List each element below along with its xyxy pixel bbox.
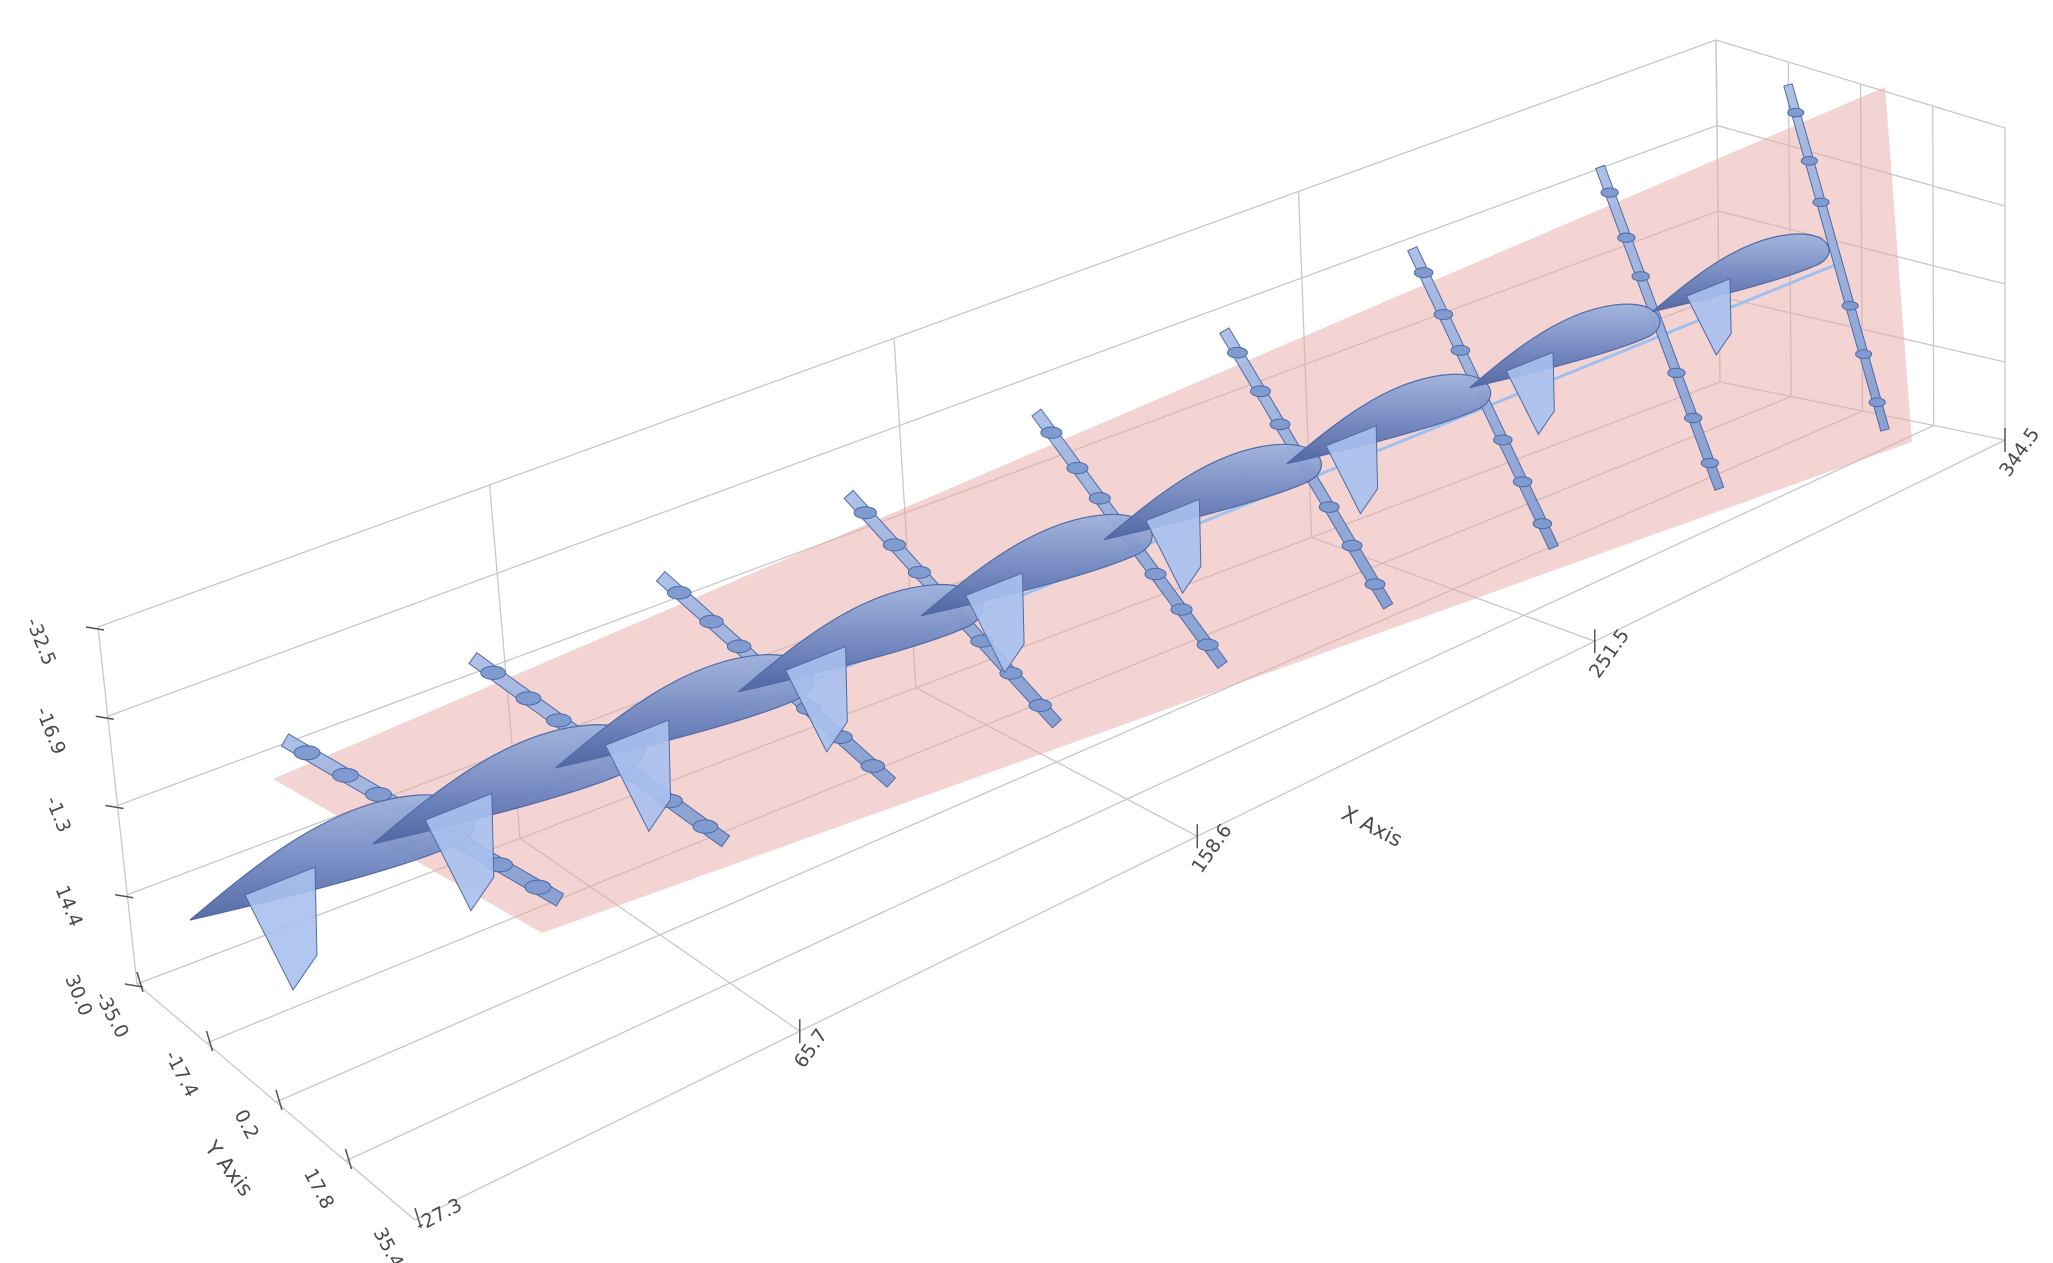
z-tick-label: -32.5 [21, 615, 60, 669]
aircraft [920, 408, 1228, 674]
engine-pod [726, 639, 752, 654]
aircraft [1103, 327, 1394, 610]
aircraft-tail [1685, 278, 1732, 356]
engine-pod [1144, 567, 1167, 581]
engine-pod [1066, 461, 1089, 475]
engine-pod [1170, 603, 1193, 616]
engine-pod [1700, 457, 1720, 469]
x-tick-label: 344.5 [1995, 424, 2044, 481]
engine-pod [1249, 385, 1271, 398]
engine-pod [1667, 367, 1686, 379]
aircraft [1652, 83, 1890, 432]
engine-pod [1364, 578, 1386, 591]
y-tick-label: 17.8 [299, 1165, 338, 1213]
aircraft-tail [784, 645, 848, 753]
y-tick-mark [275, 1089, 283, 1111]
engine-pod [1269, 418, 1291, 431]
aircraft-tail [1145, 498, 1202, 595]
aircraft-series [189, 83, 1890, 991]
engine-pod [692, 819, 719, 834]
z-tick-label: -1.3 [41, 793, 75, 836]
y-tick-mark [344, 1148, 353, 1170]
engine-pod [1318, 501, 1340, 513]
engine-pod [1600, 187, 1619, 198]
engine-pod [332, 767, 359, 783]
x-origin-tick-label: -27.3 [412, 1194, 466, 1237]
engine-pod [1855, 349, 1873, 359]
z-tick-mark [95, 715, 114, 720]
aircraft-tail [1325, 425, 1379, 515]
aircraft-tail [965, 572, 1025, 674]
aircraft-tail [424, 792, 495, 912]
z-tick-label: 14.4 [51, 882, 87, 929]
x-axis-label: X Axis [1338, 801, 1406, 852]
engine-pod [1088, 492, 1111, 505]
engine-pod [1800, 156, 1818, 166]
engine-pod [882, 538, 907, 552]
y-tick-mark [414, 1207, 422, 1229]
engine-pod [1631, 271, 1650, 282]
y-grid-right [1932, 105, 1935, 426]
engine-pod [293, 745, 321, 761]
aircraft [1286, 245, 1559, 551]
y-tick-label: -35.0 [91, 988, 134, 1042]
z-tick-mark [105, 804, 124, 810]
aircraft-tail [244, 866, 318, 991]
engine-pod [1787, 107, 1805, 118]
z-grid-back [107, 124, 1718, 717]
aircraft-wing [1783, 83, 1890, 432]
y-tick-mark [205, 1030, 214, 1052]
engine-pod [515, 691, 542, 706]
y-tick-label: 35.4 [369, 1224, 408, 1263]
y-axis-label: Y Axis [199, 1136, 257, 1201]
engine-pod [545, 713, 572, 728]
x-tick-label: 65.7 [790, 1025, 832, 1072]
engine-pod [1433, 308, 1454, 320]
aircraft-tail [604, 719, 672, 833]
y-tick-label: 0.2 [230, 1106, 264, 1143]
aircraft-tail [1505, 351, 1555, 436]
engine-pod [1812, 197, 1830, 208]
engine-pod [1532, 518, 1553, 530]
engine-pod [853, 506, 877, 520]
z-tick-mark [85, 626, 105, 631]
engine-pod [699, 614, 724, 629]
engine-pod [1512, 476, 1533, 488]
engine-pod [666, 585, 692, 600]
engine-pod [907, 565, 932, 579]
engine-pod [1868, 397, 1886, 408]
z-tick-label: 30.0 [60, 972, 96, 1019]
aircraft-wing [1595, 164, 1725, 492]
z-tick-mark [124, 983, 144, 988]
engine-pod [1196, 638, 1219, 651]
x-tick-label: 158.6 [1187, 820, 1236, 877]
y-grid-floor [345, 424, 1935, 1162]
engine-pod [1040, 426, 1063, 439]
box-edge [97, 39, 1717, 628]
engine-pod [860, 759, 886, 773]
aircraft [1469, 164, 1725, 492]
y-tick-mark [136, 971, 144, 993]
box-edge [414, 439, 2006, 1221]
engine-pod [1450, 344, 1471, 356]
z-tick-label: -16.9 [31, 704, 70, 758]
engine-pod [1683, 412, 1703, 424]
engine-pod [524, 879, 552, 895]
engine-pod [1227, 346, 1248, 359]
engine-pod [1341, 539, 1363, 552]
engine-pod [1841, 300, 1859, 311]
y-tick-label: -17.4 [160, 1047, 203, 1101]
engine-pod [1617, 232, 1636, 243]
engine-pod [1028, 698, 1052, 712]
engine-pod [480, 665, 506, 680]
engine-pod [1493, 434, 1513, 446]
x-tick-label: 251.5 [1585, 625, 1634, 682]
engine-pod [1413, 267, 1434, 279]
z-tick-mark [115, 894, 134, 899]
